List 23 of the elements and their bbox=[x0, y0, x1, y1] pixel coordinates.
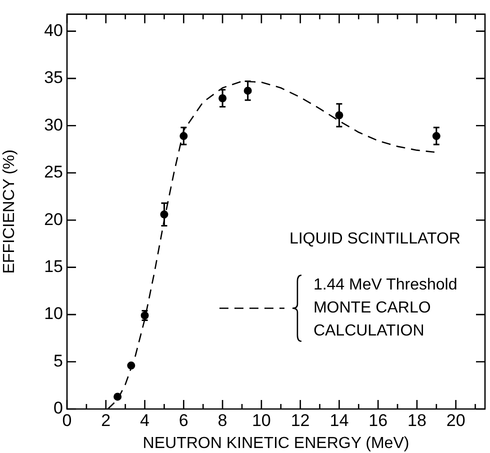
x-tick-label: 18 bbox=[407, 410, 426, 430]
y-tick-label: 20 bbox=[44, 210, 63, 229]
x-tick-label: 16 bbox=[368, 410, 388, 430]
x-tick-label: 14 bbox=[330, 410, 349, 430]
x-tick-label: 12 bbox=[290, 410, 310, 430]
y-tick-label: 5 bbox=[54, 351, 63, 370]
y-tick-label: 10 bbox=[44, 304, 63, 324]
x-tick-label: 6 bbox=[178, 410, 188, 430]
y-tick-label: 15 bbox=[44, 257, 63, 276]
y-tick-label: 35 bbox=[44, 68, 63, 88]
y-tick-label: 30 bbox=[44, 115, 63, 134]
x-tick-label: 8 bbox=[218, 410, 228, 430]
y-tick-label: 25 bbox=[44, 162, 63, 182]
annotation: LIQUID SCINTILLATOR bbox=[289, 230, 460, 248]
x-axis-title: NEUTRON KINETIC ENERGY (MeV) bbox=[142, 434, 410, 452]
legend-label: 1.44 MeV Threshold MONTE CARLO CALCULATION bbox=[313, 276, 458, 340]
y-axis-title: EFFICIENCY (%) bbox=[1, 150, 18, 274]
y-tick-label: 0 bbox=[54, 398, 63, 418]
x-tick-label: 4 bbox=[140, 410, 150, 430]
x-tick-label: 20 bbox=[446, 410, 466, 430]
x-tick-label: 10 bbox=[252, 410, 271, 430]
x-tick-label: 2 bbox=[101, 410, 111, 430]
y-tick-label: 40 bbox=[44, 20, 63, 40]
